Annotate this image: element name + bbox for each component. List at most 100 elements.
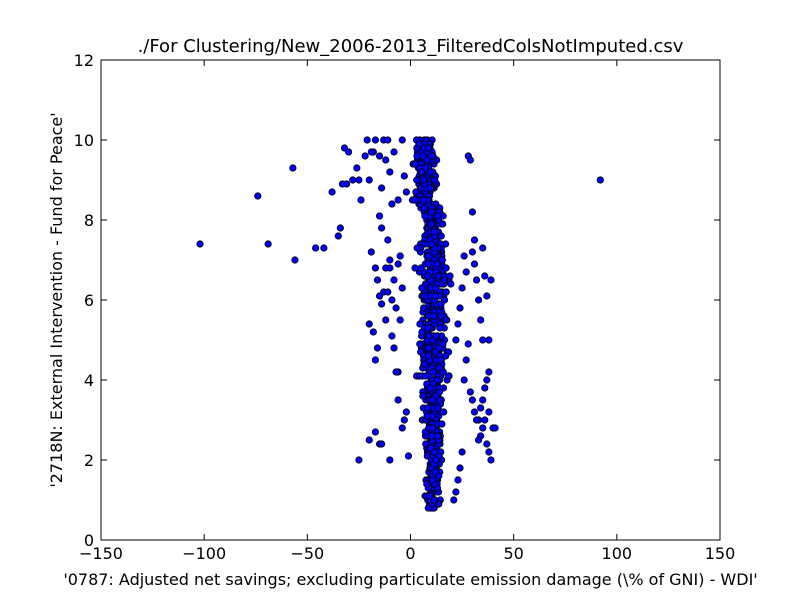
x-tick-label: 100 [602,544,633,563]
scatter-point [367,148,375,156]
scatter-point [404,452,413,460]
scatter-point [450,496,458,504]
scatter-point-cluster [431,176,439,184]
scatter-point [474,296,483,304]
scatter-point [491,424,499,432]
scatter-point [460,376,468,384]
scatter-point-cluster [429,476,437,484]
scatter-point [386,256,394,264]
scatter-point [371,428,380,436]
scatter-point [394,260,402,268]
scatter-point-cluster [426,184,435,192]
scatter-point-cluster [411,160,420,168]
scatter-point-cluster [427,208,435,216]
scatter-point-cluster [417,264,425,272]
scatter-point [400,416,408,424]
scatter-point [485,368,493,376]
scatter-point-cluster [425,492,433,500]
scatter-point-cluster [433,260,441,268]
scatter-point [483,440,491,448]
scatter-point [466,388,474,396]
scatter-point [400,172,408,180]
scatter-point [477,316,485,324]
scatter-point [365,436,373,444]
scatter-point [483,376,491,384]
x-tick-label: −100 [182,544,226,563]
scatter-point [468,396,476,404]
scatter-point-cluster [424,260,432,268]
scatter-point [452,336,460,344]
scatter-point-cluster [437,356,445,364]
scatter-point [487,456,495,464]
scatter-point-cluster [432,284,440,292]
x-tick-label: −50 [290,544,324,563]
scatter-point-cluster [416,320,424,328]
scatter-point-cluster [423,412,431,420]
scatter-point [464,340,472,348]
scatter-point [458,284,466,292]
scatter-point-cluster [432,456,440,464]
y-tick-label: 0 [84,531,94,550]
scatter-point [398,284,406,292]
scatter-point-cluster [424,352,433,360]
scatter-point-cluster [413,152,421,160]
scatter-point [479,396,487,404]
scatter-point [264,240,272,248]
scatter-point-cluster [424,324,432,332]
scatter-point [398,136,406,144]
scatter-point [344,148,353,156]
scatter-point-cluster [447,280,455,288]
scatter-point-cluster [432,332,440,340]
scatter-point [311,244,320,252]
scatter-point-cluster [427,444,435,452]
scatter-point-cluster [416,340,424,348]
scatter-point-cluster [436,324,444,332]
ticks-layer: −150 −100 −50 0 50 100 150 0 2 4 6 8 10 12 [74,51,736,563]
scatter-point [472,276,481,284]
scatter-point-cluster [429,368,438,376]
scatter-point-cluster [437,232,445,240]
scatter-point-cluster [437,300,445,308]
scatter-point-cluster [434,404,442,412]
scatter-point [369,328,377,336]
scatter-point [402,188,410,196]
scatter-point [460,252,468,260]
scatter-point [487,276,495,284]
scatter-point [390,148,398,156]
y-tick-label: 8 [84,211,94,230]
scatter-point [355,456,363,464]
scatter-point-cluster [423,272,432,280]
scatter-point [384,136,392,144]
scatter-point [291,256,299,264]
scatter-point-cluster [444,372,452,380]
scatter-point-cluster [443,316,451,324]
scatter-point-cluster [435,388,443,396]
scatter-point [367,248,375,256]
scatter-point [378,440,386,448]
scatter-point [388,296,396,304]
scatter-point-cluster [411,264,419,272]
scatter-point [485,448,493,456]
scatter-point [371,136,380,144]
scatter-point-cluster [428,152,436,160]
scatter-point [390,276,398,284]
scatter-point [371,264,380,272]
scatter-point [373,276,382,284]
scatter-point-cluster [421,360,429,368]
y-tick-label: 2 [84,451,94,470]
scatter-point [462,268,470,276]
scatter-point [470,408,479,416]
scatter-point-cluster [434,272,443,280]
scatter-point [458,448,466,456]
scatter-point-cluster [423,480,431,488]
scatter-point-cluster [415,140,423,148]
scatter-point [396,252,404,260]
scatter-point [468,248,476,256]
scatter-point-cluster [419,196,428,204]
scatter-point-cluster [425,332,433,340]
scatter-point [479,424,487,432]
scatter-point [342,180,351,188]
scatter-point [349,176,357,184]
